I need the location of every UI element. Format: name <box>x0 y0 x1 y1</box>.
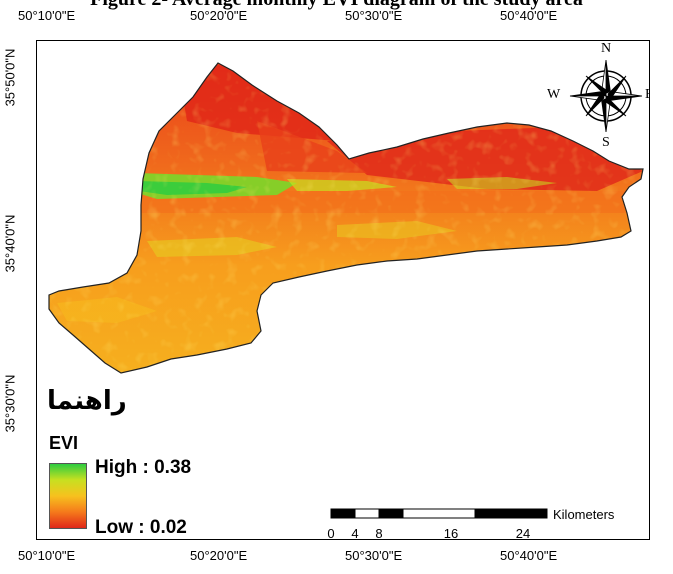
study-area-boundary <box>48 62 644 374</box>
lon-label-top-2: 50°20'0"E <box>190 8 248 23</box>
lon-label-bottom-2: 50°20'0"E <box>190 548 248 563</box>
compass-rose-icon <box>569 59 643 133</box>
lon-label-top-1: 50°10'0"E <box>18 8 76 23</box>
lon-label-bottom-4: 50°40'0"E <box>500 548 558 563</box>
map-title: Figure 2- Average monthly EVI diagram of… <box>0 0 673 11</box>
lon-label-top-3: 50°30'0"E <box>345 8 403 23</box>
legend-low-label: Low : 0.02 <box>95 517 187 538</box>
compass-west-label: W <box>547 87 561 102</box>
scale-tick-24: 24 <box>515 526 531 540</box>
scale-tick-16: 16 <box>443 526 459 540</box>
scale-tick-8: 8 <box>375 526 383 540</box>
lat-label-left-2: 35°40'0"N <box>2 214 18 273</box>
evi-color-ramp <box>49 463 87 529</box>
legend-high-label: High : 0.38 <box>95 457 192 478</box>
study-area-map <box>48 62 644 374</box>
lat-label-left-3: 35°30'0"N <box>2 374 18 433</box>
legend-heading: راهنما <box>47 386 127 416</box>
compass-east-label: E <box>645 87 649 103</box>
scale-bar-unit: Kilometers <box>553 507 615 522</box>
scale-bar <box>330 508 548 519</box>
map-frame: N S E W راهنما EVI High : 0.38 Low : 0.0… <box>36 40 650 540</box>
lon-label-top-4: 50°40'0"E <box>500 8 558 23</box>
lat-label-left-1: 35°50'0"N <box>2 48 18 107</box>
compass-north-label: N <box>601 41 612 56</box>
legend-variable: EVI <box>49 433 79 453</box>
lon-label-bottom-3: 50°30'0"E <box>345 548 403 563</box>
north-arrow: N S E W <box>547 41 649 150</box>
compass-south-label: S <box>602 135 610 150</box>
scale-tick-4: 4 <box>351 526 359 540</box>
lon-label-bottom-1: 50°10'0"E <box>18 548 76 563</box>
scale-tick-0: 0 <box>327 526 335 540</box>
